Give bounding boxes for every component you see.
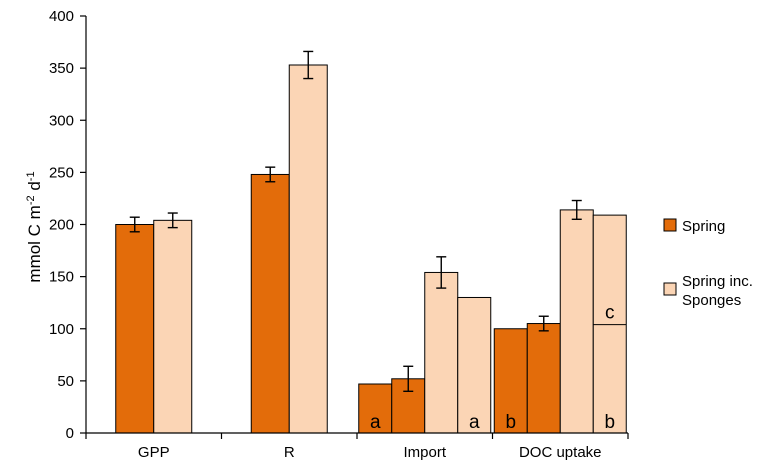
x-category-label: DOC uptake bbox=[519, 444, 602, 461]
error-bar bbox=[265, 166, 276, 183]
bar bbox=[288, 64, 328, 434]
bars-layer: a a b c b bbox=[115, 50, 627, 434]
error-bar bbox=[538, 315, 549, 332]
legend-label: Spring bbox=[682, 218, 725, 235]
error-bar bbox=[167, 212, 178, 229]
bar bbox=[592, 214, 627, 434]
legend-label: Spring inc. bbox=[682, 273, 753, 290]
y-tick-label: 0 bbox=[66, 425, 74, 442]
y-tick-label: 50 bbox=[57, 373, 74, 390]
y-axis: 0 50 100 150 200 250 300 350 400 bbox=[49, 8, 87, 442]
y-tick-label: 150 bbox=[49, 269, 74, 286]
bar bbox=[424, 271, 459, 434]
legend-entry: Spring bbox=[663, 218, 725, 235]
error-bar bbox=[129, 216, 140, 233]
error-bar bbox=[403, 365, 414, 392]
y-tick-label: 300 bbox=[49, 112, 74, 129]
error-bar bbox=[303, 50, 314, 80]
legend-swatch bbox=[663, 218, 677, 232]
x-axis: GPP R Import DOC uptake bbox=[85, 432, 629, 461]
legend-label: Sponges bbox=[682, 292, 741, 309]
x-category-label: R bbox=[284, 444, 295, 461]
bar-annotation: a bbox=[469, 412, 480, 433]
y-tick-label: 350 bbox=[49, 60, 74, 77]
bar-annotation: b bbox=[604, 412, 615, 433]
bar bbox=[526, 323, 561, 434]
y-tick-label: 100 bbox=[49, 321, 74, 338]
bar bbox=[559, 209, 594, 434]
legend-swatch bbox=[663, 282, 677, 296]
legend-entry: Spring inc. Sponges bbox=[663, 273, 753, 309]
bar-annotation: c bbox=[605, 303, 615, 324]
error-bar bbox=[571, 199, 582, 220]
x-category-label: GPP bbox=[138, 444, 170, 461]
bar-annotation: a bbox=[370, 412, 381, 433]
bar-annotation: b bbox=[505, 412, 516, 433]
y-axis-label: mmol C m-2 d-1 bbox=[25, 171, 44, 282]
y-tick-label: 400 bbox=[49, 8, 74, 25]
x-category-label: Import bbox=[403, 444, 446, 461]
y-tick-label: 200 bbox=[49, 217, 74, 234]
legend: Spring Spring inc. Sponges bbox=[663, 218, 753, 309]
bar bbox=[153, 219, 193, 434]
y-tick-label: 250 bbox=[49, 164, 74, 181]
error-bar bbox=[436, 256, 447, 289]
bar bbox=[115, 224, 155, 434]
bar bbox=[250, 173, 290, 434]
